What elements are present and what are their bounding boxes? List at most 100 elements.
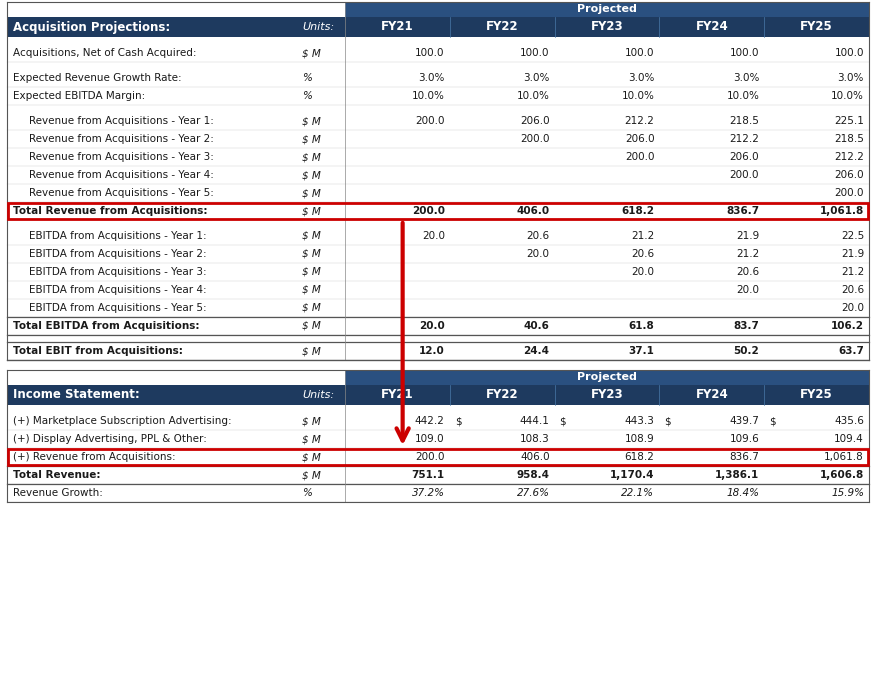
Text: 20.6: 20.6 [736,267,759,277]
Text: 37.1: 37.1 [628,346,654,356]
Text: 10.0%: 10.0% [412,91,445,101]
Bar [7,245,869,263]
Text: 20.0: 20.0 [841,303,864,313]
Text: 200.0: 200.0 [625,152,654,162]
Text: 15.9%: 15.9% [831,488,864,498]
Text: $ M: $ M [302,434,321,444]
Text: $: $ [769,416,776,426]
Text: 442.2: 442.2 [415,416,445,426]
Text: 1,386.1: 1,386.1 [715,470,759,480]
Bar [345,370,869,385]
Text: FY24: FY24 [696,20,728,33]
Text: $ M: $ M [302,134,321,144]
Text: FY25: FY25 [800,388,833,401]
Text: $ M: $ M [302,206,321,216]
Text: 206.0: 206.0 [834,170,864,180]
Text: 1,061.8: 1,061.8 [824,452,864,462]
Bar [7,370,345,385]
Text: $ M: $ M [302,231,321,241]
Text: 22.1%: 22.1% [621,488,654,498]
Text: 212.2: 212.2 [625,116,654,126]
Text: 439.7: 439.7 [730,416,759,426]
Text: 200.0: 200.0 [415,116,445,126]
Text: 12.0: 12.0 [419,346,445,356]
Bar [7,484,869,502]
Text: 212.2: 212.2 [834,152,864,162]
Text: 22.5: 22.5 [841,231,864,241]
Text: %: % [302,91,312,101]
Text: $ M: $ M [302,152,321,162]
Text: Revenue from Acquisitions - Year 3:: Revenue from Acquisitions - Year 3: [29,152,214,162]
Text: $ M: $ M [302,346,321,356]
Text: 18.4%: 18.4% [726,488,759,498]
Text: 100.0: 100.0 [415,48,445,58]
Text: 206.0: 206.0 [520,116,549,126]
Text: 10.0%: 10.0% [517,91,549,101]
Text: 3.0%: 3.0% [523,73,549,83]
Text: %: % [302,73,312,83]
Text: 200.0: 200.0 [835,188,864,198]
Text: 61.8: 61.8 [629,321,654,331]
Text: 206.0: 206.0 [625,134,654,144]
Text: 435.6: 435.6 [834,416,864,426]
Text: 108.9: 108.9 [625,434,654,444]
Bar [7,370,345,385]
Text: 751.1: 751.1 [412,470,445,480]
Text: 1,061.8: 1,061.8 [820,206,864,216]
Bar [7,148,869,166]
Text: 20.0: 20.0 [632,267,654,277]
Text: 100.0: 100.0 [625,48,654,58]
Text: 109.6: 109.6 [730,434,759,444]
Text: 218.5: 218.5 [730,116,759,126]
Bar [7,412,869,430]
Text: 10.0%: 10.0% [622,91,654,101]
Text: 37.2%: 37.2% [412,488,445,498]
Text: 212.2: 212.2 [730,134,759,144]
Bar [7,166,869,184]
Bar [7,44,869,62]
Text: Units:: Units: [302,390,334,400]
Text: Projected: Projected [577,5,637,14]
Text: Acquisition Projections:: Acquisition Projections: [13,20,170,33]
Text: 20.0: 20.0 [422,231,445,241]
Text: 27.6%: 27.6% [517,488,549,498]
Text: FY22: FY22 [486,20,519,33]
Text: 20.6: 20.6 [632,249,654,259]
Text: (+) Display Advertising, PPL & Other:: (+) Display Advertising, PPL & Other: [13,434,207,444]
Text: $: $ [664,416,671,426]
Text: Total EBITDA from Acquisitions:: Total EBITDA from Acquisitions: [13,321,200,331]
Text: Total Revenue from Acquisitions:: Total Revenue from Acquisitions: [13,206,208,216]
Bar [7,263,869,281]
Bar [7,87,869,105]
Text: Units:: Units: [302,22,334,32]
Text: 24.4: 24.4 [524,346,549,356]
Text: FY21: FY21 [381,388,413,401]
Text: (+) Marketplace Subscription Advertising:: (+) Marketplace Subscription Advertising… [13,416,231,426]
Text: 21.2: 21.2 [736,249,759,259]
Text: 40.6: 40.6 [524,321,549,331]
Text: 10.0%: 10.0% [726,91,759,101]
Text: EBITDA from Acquisitions - Year 4:: EBITDA from Acquisitions - Year 4: [29,285,207,295]
Text: EBITDA from Acquisitions - Year 2:: EBITDA from Acquisitions - Year 2: [29,249,207,259]
Text: 200.0: 200.0 [730,170,759,180]
Text: 20.6: 20.6 [841,285,864,295]
Text: 836.7: 836.7 [726,206,759,216]
Text: 21.9: 21.9 [736,231,759,241]
Text: (+) Revenue from Acquisitions:: (+) Revenue from Acquisitions: [13,452,175,462]
Text: 109.0: 109.0 [415,434,445,444]
Bar [8,203,868,219]
Text: $: $ [455,416,462,426]
Text: $ M: $ M [302,285,321,295]
Text: 10.0%: 10.0% [831,91,864,101]
Text: 108.3: 108.3 [519,434,549,444]
Text: 618.2: 618.2 [621,206,654,216]
Text: Expected Revenue Growth Rate:: Expected Revenue Growth Rate: [13,73,181,83]
Text: 443.3: 443.3 [625,416,654,426]
Text: EBITDA from Acquisitions - Year 5:: EBITDA from Acquisitions - Year 5: [29,303,207,313]
Text: FY23: FY23 [590,388,624,401]
Bar [7,448,869,466]
Text: $ M: $ M [302,188,321,198]
Bar [7,17,869,37]
Text: $: $ [560,416,566,426]
Text: 406.0: 406.0 [517,206,549,216]
